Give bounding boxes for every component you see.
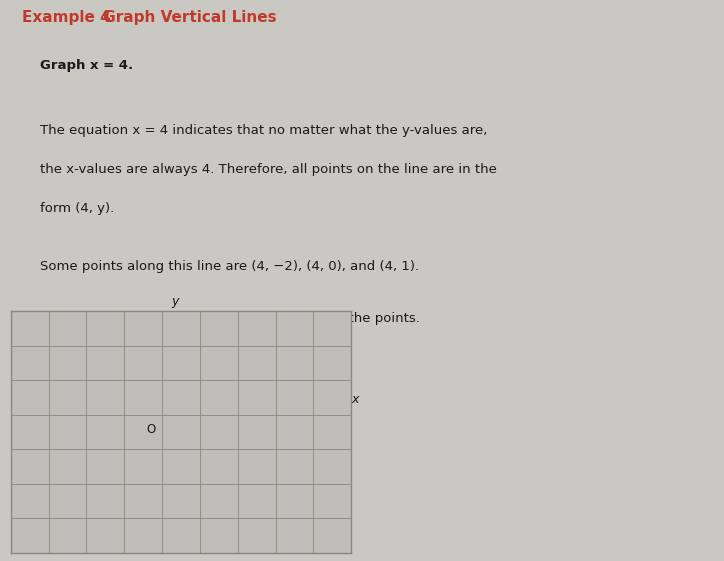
Text: x: x	[351, 393, 358, 406]
Text: The equation x = 4 indicates that no matter what the y-values are,: The equation x = 4 indicates that no mat…	[40, 123, 487, 137]
Text: Graph these points. Then draw a line through the points.: Graph these points. Then draw a line thr…	[40, 312, 420, 325]
Text: y: y	[172, 295, 179, 308]
Text: Some points along this line are (4, −2), (4, 0), and (4, 1).: Some points along this line are (4, −2),…	[40, 260, 419, 273]
Text: the x-values are always 4. Therefore, all points on the line are in the: the x-values are always 4. Therefore, al…	[40, 163, 497, 176]
Text: Graph x = 4.: Graph x = 4.	[40, 58, 133, 72]
Text: O: O	[146, 424, 156, 436]
Text: form (4, y).: form (4, y).	[40, 202, 114, 215]
Text: Example 4: Example 4	[22, 10, 111, 25]
Text: Graph Vertical Lines: Graph Vertical Lines	[98, 10, 277, 25]
